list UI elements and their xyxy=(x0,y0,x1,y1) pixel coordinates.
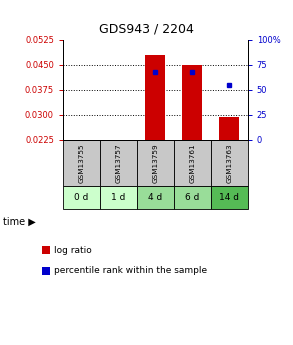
Bar xyxy=(100,186,137,209)
Bar xyxy=(145,55,166,140)
Bar xyxy=(63,186,100,209)
Text: 6 d: 6 d xyxy=(185,193,200,202)
Text: 14 d: 14 d xyxy=(219,193,239,202)
Text: log ratio: log ratio xyxy=(54,246,92,255)
Text: GDS943 / 2204: GDS943 / 2204 xyxy=(99,22,194,36)
Bar xyxy=(219,117,239,140)
Text: 4 d: 4 d xyxy=(148,193,162,202)
Bar xyxy=(211,186,248,209)
Bar xyxy=(174,186,211,209)
Text: time ▶: time ▶ xyxy=(3,217,36,226)
Text: 1 d: 1 d xyxy=(111,193,126,202)
Bar xyxy=(211,140,248,186)
Bar xyxy=(100,140,137,186)
Bar xyxy=(137,140,174,186)
Bar xyxy=(174,140,211,186)
Bar xyxy=(63,140,100,186)
Text: GSM13759: GSM13759 xyxy=(152,143,158,183)
Text: GSM13763: GSM13763 xyxy=(226,143,232,183)
Text: GSM13755: GSM13755 xyxy=(79,143,84,183)
Text: 0 d: 0 d xyxy=(74,193,89,202)
Bar xyxy=(137,186,174,209)
Text: GSM13761: GSM13761 xyxy=(189,143,195,183)
Bar xyxy=(182,65,202,140)
Text: percentile rank within the sample: percentile rank within the sample xyxy=(54,266,207,275)
Text: GSM13757: GSM13757 xyxy=(115,143,121,183)
